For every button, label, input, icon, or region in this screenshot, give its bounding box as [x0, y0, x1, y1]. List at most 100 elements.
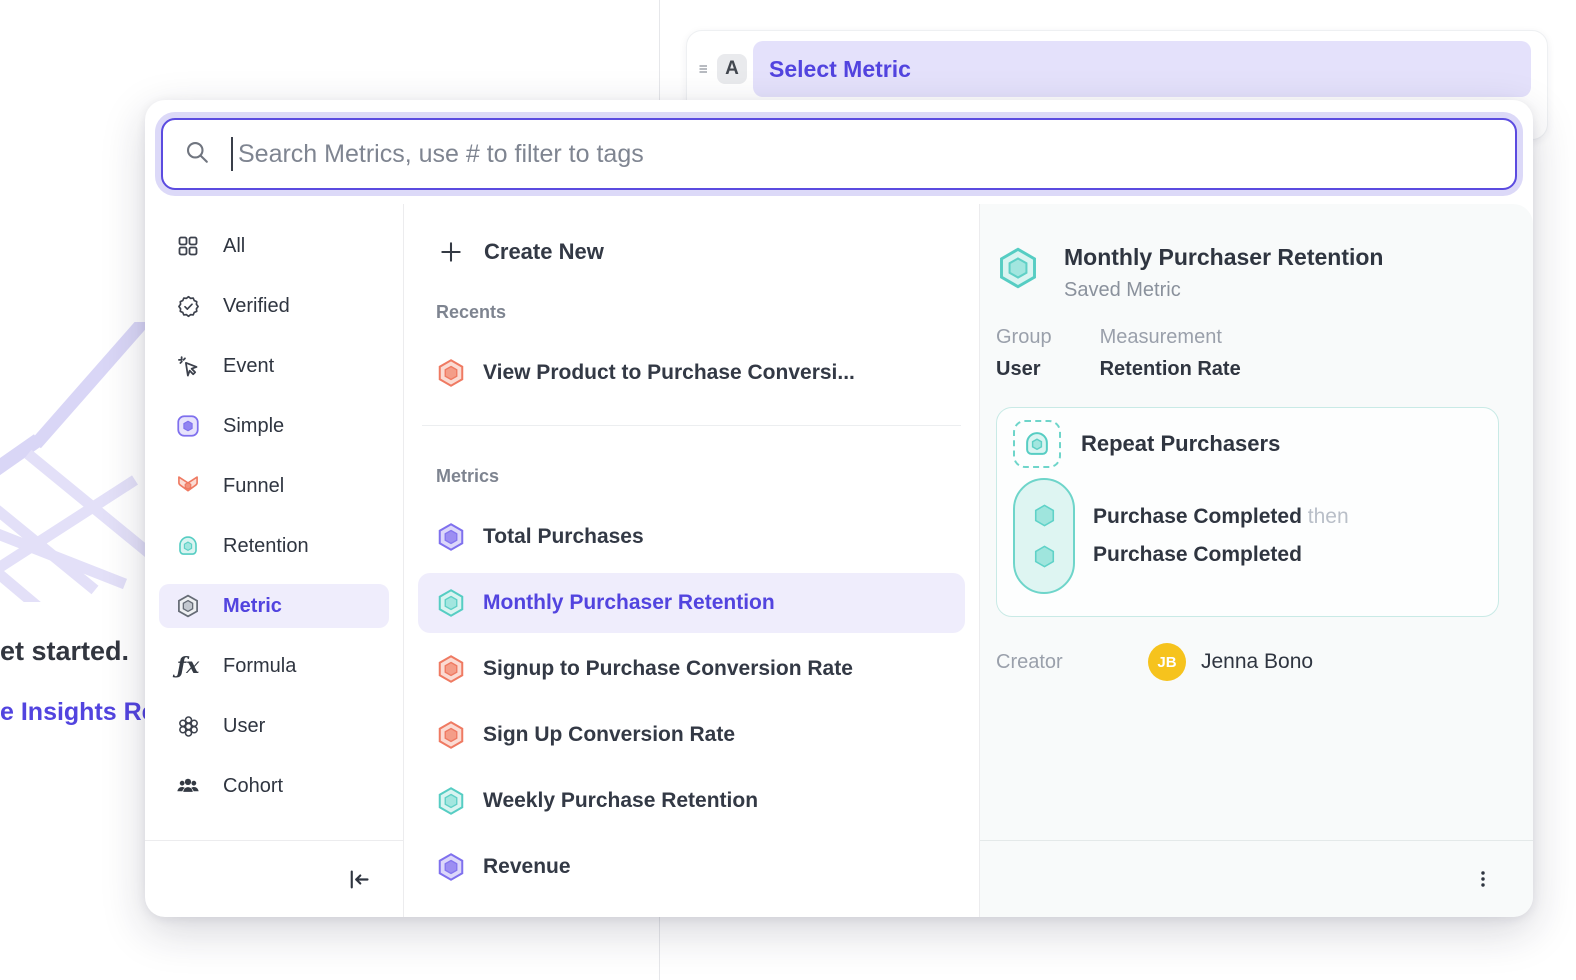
sidebar-item-label: Verified [223, 295, 290, 318]
plus-icon [436, 237, 466, 267]
measurement-column: Measurement Retention Rate [1100, 326, 1241, 381]
sidebar-item-formula[interactable]: ƒx Formula [159, 644, 389, 688]
user-cluster-icon [175, 713, 201, 739]
hexagon-icon-purple [436, 522, 466, 552]
list-item-label: Monthly Purchaser Retention [483, 591, 775, 615]
more-options-icon[interactable] [1467, 859, 1499, 899]
background-link-fragment[interactable]: e Insights Re [0, 698, 146, 727]
type-filter-sidebar: All Verified Event Simple Funnel [145, 204, 404, 917]
detail-header: Monthly Purchaser Retention Saved Metric [996, 244, 1509, 302]
step-one: Purchase Completed then [1093, 505, 1349, 529]
list-item-label: Total Purchases [483, 525, 644, 549]
detail-title: Monthly Purchaser Retention [1064, 244, 1383, 271]
cohort-people-icon [175, 773, 201, 799]
hexagon-icon-teal [436, 588, 466, 618]
hexagon-step-icon [1031, 502, 1058, 529]
sidebar-item-simple[interactable]: Simple [159, 404, 389, 448]
sidebar-item-metric[interactable]: Metric [159, 584, 389, 628]
section-divider [422, 425, 961, 426]
cursor-click-icon [175, 353, 201, 379]
sidebar-item-label: Metric [223, 595, 282, 618]
hexagon-icon-coral [436, 720, 466, 750]
sidebar-item-label: All [223, 235, 245, 258]
list-item-metric[interactable]: Total Purchases [418, 507, 965, 567]
screen: et started. e Insights Re A Select Metri… [0, 0, 1576, 980]
modal-body: All Verified Event Simple Funnel [145, 204, 1533, 917]
search-box[interactable] [161, 118, 1517, 190]
detail-subtitle: Saved Metric [1064, 279, 1383, 302]
list-item-metric[interactable]: Signup to Purchase Conversion Rate [418, 639, 965, 699]
sidebar-item-retention[interactable]: Retention [159, 524, 389, 568]
list-item-metric[interactable]: Sign Up Conversion Rate [418, 705, 965, 765]
collapse-sidebar-icon[interactable] [343, 864, 373, 894]
avatar: JB [1148, 643, 1186, 681]
list-item-label: View Product to Purchase Conversi... [483, 361, 855, 385]
sidebar-item-label: Event [223, 355, 274, 378]
sidebar-item-all[interactable]: All [159, 224, 389, 268]
list-item-metric[interactable]: Weekly Purchase Retention [418, 771, 965, 831]
creator-name: Jenna Bono [1201, 650, 1313, 674]
sidebar-footer [145, 840, 403, 917]
search-input[interactable] [236, 139, 1495, 170]
step-connector: then [1308, 505, 1349, 528]
list-item-label: Sign Up Conversion Rate [483, 723, 735, 747]
detail-meta: Group User Measurement Retention Rate [996, 326, 1509, 381]
create-new-label: Create New [484, 239, 604, 265]
definition-card-header: Repeat Purchasers [1013, 420, 1482, 468]
creator-label: Creator [996, 651, 1148, 674]
retention-definition-icon [1013, 420, 1061, 468]
list-item-metric[interactable]: Revenue [418, 837, 965, 897]
verified-badge-icon [175, 293, 201, 319]
search-icon [183, 138, 211, 171]
measurement-value: Retention Rate [1100, 358, 1241, 381]
definition-card: Repeat Purchasers Purchase Completed the… [996, 407, 1499, 617]
sidebar-item-cohort[interactable]: Cohort [159, 764, 389, 808]
measurement-label: Measurement [1100, 326, 1241, 349]
sidebar-item-label: Cohort [223, 775, 283, 798]
sidebar-item-label: Formula [223, 655, 296, 678]
hexagon-icon-coral [436, 654, 466, 684]
hexagon-step-icon [1031, 543, 1058, 570]
grid-icon [175, 233, 201, 259]
list-item-label: Weekly Purchase Retention [483, 789, 758, 813]
metric-picker-modal: All Verified Event Simple Funnel [145, 100, 1533, 917]
hexagon-icon-teal [436, 786, 466, 816]
group-value: User [996, 358, 1052, 381]
creator-row: Creator JB Jenna Bono [996, 643, 1509, 681]
definition-steps: Purchase Completed then Purchase Complet… [1013, 478, 1482, 594]
list-item-metric-selected[interactable]: Monthly Purchaser Retention [418, 573, 965, 633]
funnel-hexagon-icon [436, 358, 466, 388]
sidebar-item-label: User [223, 715, 265, 738]
metric-list: Create New Recents View Product to Purch… [404, 204, 980, 917]
sidebar-item-verified[interactable]: Verified [159, 284, 389, 328]
search-area [145, 100, 1533, 204]
create-new-button[interactable]: Create New [418, 230, 965, 274]
list-item-recent[interactable]: View Product to Purchase Conversi... [418, 343, 965, 403]
metric-icon [175, 593, 201, 619]
sidebar-item-event[interactable]: Event [159, 344, 389, 388]
formula-icon: ƒx [175, 653, 201, 679]
retention-icon [175, 533, 201, 559]
background-heading-fragment: et started. [0, 636, 146, 667]
select-metric-field[interactable]: Select Metric [753, 41, 1531, 97]
metric-detail-panel: Monthly Purchaser Retention Saved Metric… [980, 204, 1533, 917]
metrics-section-title: Metrics [418, 466, 965, 487]
list-item-label: Revenue [483, 855, 571, 879]
hexagon-icon-purple [436, 852, 466, 882]
funnel-icon [175, 473, 201, 499]
steps-capsule-icon [1013, 478, 1075, 594]
sidebar-item-user[interactable]: User [159, 704, 389, 748]
group-column: Group User [996, 326, 1052, 381]
list-item-label: Signup to Purchase Conversion Rate [483, 657, 853, 681]
step-two: Purchase Completed [1093, 543, 1349, 567]
sidebar-item-funnel[interactable]: Funnel [159, 464, 389, 508]
group-label: Group [996, 326, 1052, 349]
select-metric-label: Select Metric [769, 56, 911, 83]
detail-footer [980, 840, 1533, 917]
row-letter-badge: A [717, 54, 747, 84]
drag-handle-icon[interactable] [691, 41, 717, 97]
hexagon-icon-teal-large [996, 246, 1040, 302]
sidebar-item-label: Retention [223, 535, 309, 558]
simple-metric-icon [175, 413, 201, 439]
definition-name: Repeat Purchasers [1081, 431, 1280, 457]
